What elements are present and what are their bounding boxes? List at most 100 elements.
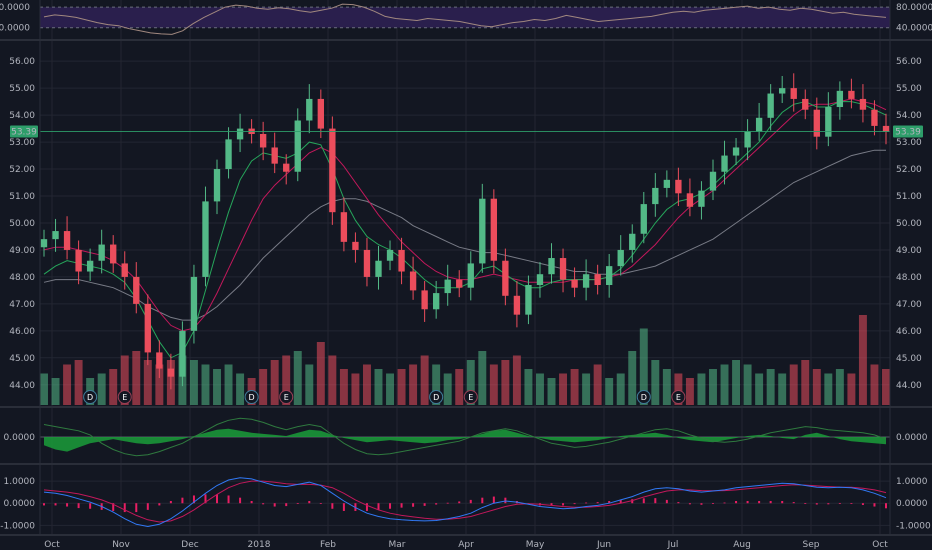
candle-body[interactable] xyxy=(813,109,820,137)
candle-body[interactable] xyxy=(513,295,521,315)
candle-body[interactable] xyxy=(271,147,278,164)
candle-body[interactable] xyxy=(375,260,382,277)
candle-body[interactable] xyxy=(525,285,532,315)
candle-body[interactable] xyxy=(421,290,428,310)
dividend-marker[interactable] xyxy=(83,390,98,404)
candle-body[interactable] xyxy=(121,263,128,277)
candle-body[interactable] xyxy=(790,88,797,99)
candle-body[interactable] xyxy=(802,98,809,110)
candle-body[interactable] xyxy=(236,128,244,140)
price-left-tick: 45.00 xyxy=(9,354,35,364)
candle-body[interactable] xyxy=(629,233,636,250)
candle-body[interactable] xyxy=(179,330,186,377)
candle-body[interactable] xyxy=(213,169,221,202)
candle-body[interactable] xyxy=(294,120,301,172)
event-marker-label: D xyxy=(87,393,93,402)
candle-body[interactable] xyxy=(329,128,336,213)
oscillator-envelope-line xyxy=(43,417,887,457)
candle-body[interactable] xyxy=(156,352,163,369)
candle-body[interactable] xyxy=(548,258,555,275)
dividend-marker[interactable] xyxy=(636,390,651,404)
candle-body[interactable] xyxy=(848,90,855,99)
candle-body[interactable] xyxy=(836,90,844,108)
candle-body[interactable] xyxy=(398,249,405,272)
candle-body[interactable] xyxy=(882,125,890,132)
candle-body[interactable] xyxy=(167,368,175,377)
candle-body[interactable] xyxy=(744,131,751,148)
candle-body[interactable] xyxy=(536,274,544,285)
rsi-right-tick: 80.0000 xyxy=(896,3,932,13)
volume-bar xyxy=(570,369,579,405)
candle-body[interactable] xyxy=(133,276,140,304)
candle-body[interactable] xyxy=(190,276,198,331)
panel-separators[interactable] xyxy=(0,0,932,536)
macd-panel[interactable] xyxy=(43,477,887,528)
price-panel[interactable]: 53.39 53.39 D E D E D E D E xyxy=(10,73,923,405)
candle-body[interactable] xyxy=(306,98,313,121)
candle-body[interactable] xyxy=(467,263,474,288)
candle-body[interactable] xyxy=(86,260,94,272)
candle-body[interactable] xyxy=(202,201,209,277)
candle-body[interactable] xyxy=(686,193,694,207)
candle-body[interactable] xyxy=(98,244,105,261)
candle-body[interactable] xyxy=(283,163,290,172)
candle-body[interactable] xyxy=(409,271,417,291)
earnings-marker[interactable] xyxy=(279,390,294,404)
candle-body[interactable] xyxy=(479,198,486,264)
candle-body[interactable] xyxy=(606,266,613,285)
candle-body[interactable] xyxy=(259,133,267,148)
price-right-tick: 50.00 xyxy=(896,219,922,229)
candle-body[interactable] xyxy=(444,279,451,294)
candle-body[interactable] xyxy=(432,293,440,310)
candle-body[interactable] xyxy=(617,249,624,267)
candle-body[interactable] xyxy=(779,88,786,94)
candle-body[interactable] xyxy=(594,274,601,285)
candle-body[interactable] xyxy=(871,109,878,126)
candle-body[interactable] xyxy=(755,117,763,132)
candle-body[interactable] xyxy=(698,190,705,207)
candle-body[interactable] xyxy=(732,147,740,156)
candle-body[interactable] xyxy=(63,231,71,250)
volume-bar xyxy=(109,369,118,405)
earnings-marker[interactable] xyxy=(117,390,132,404)
rsi-band xyxy=(40,7,890,28)
candle-body[interactable] xyxy=(675,179,682,194)
candle-body[interactable] xyxy=(110,244,117,264)
candle-body[interactable] xyxy=(52,231,59,240)
candle-body[interactable] xyxy=(144,303,151,353)
candle-body[interactable] xyxy=(340,212,348,242)
candle-body[interactable] xyxy=(75,249,82,272)
macd-histogram-bar xyxy=(585,502,588,504)
candle-body[interactable] xyxy=(825,107,832,137)
candle-body[interactable] xyxy=(559,258,567,280)
candle-body[interactable] xyxy=(456,279,463,288)
candle-body[interactable] xyxy=(721,155,728,172)
candle-body[interactable] xyxy=(709,171,717,191)
candle-body[interactable] xyxy=(317,98,324,129)
candle-body[interactable] xyxy=(663,179,671,188)
candle-body[interactable] xyxy=(767,93,774,118)
dividend-marker[interactable] xyxy=(244,390,259,404)
macd-right-tick: 0.0000 xyxy=(896,499,928,509)
dividend-marker[interactable] xyxy=(429,390,444,404)
candle-body[interactable] xyxy=(40,239,48,248)
earnings-marker[interactable] xyxy=(463,390,478,404)
candle-body[interactable] xyxy=(363,249,371,277)
candle-body[interactable] xyxy=(859,98,867,110)
candle-body[interactable] xyxy=(352,241,359,250)
volume-bar xyxy=(386,373,394,405)
candle-body[interactable] xyxy=(490,198,498,261)
earnings-marker[interactable] xyxy=(671,390,686,404)
candle-body[interactable] xyxy=(582,274,590,288)
volume-bar xyxy=(685,378,694,405)
candle-body[interactable] xyxy=(652,187,659,205)
candle-body[interactable] xyxy=(640,204,647,234)
candle-body[interactable] xyxy=(571,279,578,288)
oscillator-panel[interactable] xyxy=(40,417,890,457)
candle-body[interactable] xyxy=(386,249,394,261)
rsi-panel[interactable] xyxy=(40,3,890,35)
candle-body[interactable] xyxy=(502,260,509,296)
volume-bar xyxy=(524,369,533,405)
candle-body[interactable] xyxy=(225,139,232,170)
